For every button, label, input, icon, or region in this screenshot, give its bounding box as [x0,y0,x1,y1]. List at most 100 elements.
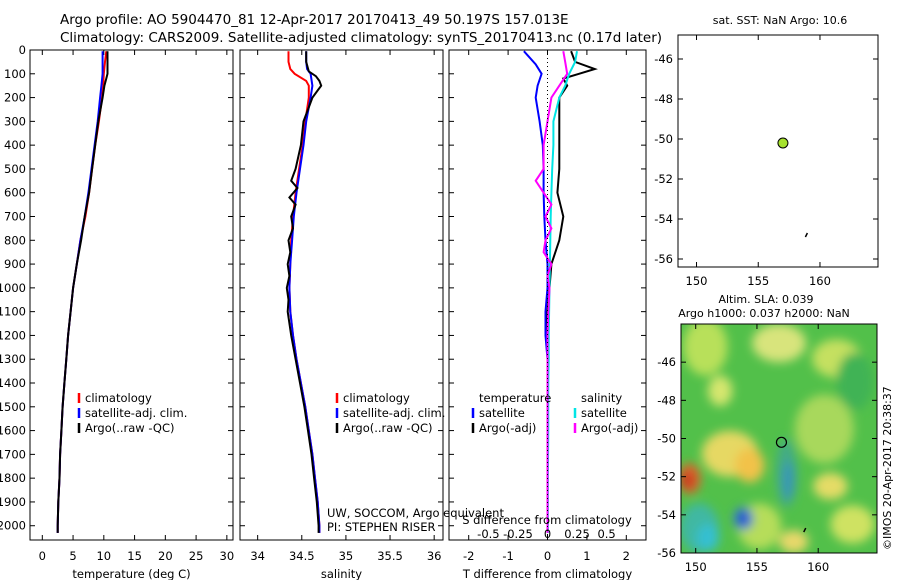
sst_map-ytick-label: -56 [654,252,673,266]
difference-sxtick-label: 0.25 [564,527,590,541]
sla_map-xtick-label: 160 [807,560,829,574]
depth-tick-label: 1900 [0,495,26,509]
depth-tick-label: 200 [4,91,26,105]
sla-heatmap-cell-13 [830,505,875,544]
sla_map-xtick-label: 155 [746,560,768,574]
difference-series-0 [523,50,549,533]
sla_map-ytick-label: -50 [657,432,676,446]
temperature-xtick-label: 30 [220,549,235,563]
difference-profile-panel: -2 -1 0 1 2 T difference from climatology -0.5… [448,49,647,580]
difference-sxtick-label: 0 [544,527,551,541]
temperature-xtick-label: 20 [158,549,173,563]
depth-tick-label: 2000 [0,519,26,533]
depth-tick-label: 1500 [0,400,26,414]
sst_map-frame [677,34,879,268]
sla_map-ytick-label: -52 [657,470,676,484]
salinity-xtick-label: 34 [250,549,265,563]
sst-small-mark [804,232,809,238]
sla_map-ytick-label: -48 [657,393,676,407]
sla-heatmap-cell-3 [707,375,733,407]
sla-heatmap-cell-5 [836,352,874,410]
sst_map-xtick-label: 155 [747,274,769,288]
difference-sxtick-label: -0.25 [503,527,533,541]
salinity-legend-label: satellite-adj. clim. [343,406,445,420]
difference-temperature-legend-label: Argo(-adj) [479,421,536,435]
depth-tick-label: 1800 [0,471,26,485]
difference-xtick-label: 2 [623,549,630,563]
sst-float-marker [777,137,789,149]
sst_map-xtick-label: 150 [686,274,708,288]
temperature-xtick-label: 15 [127,549,142,563]
salinity-legend-label: climatology [343,391,410,405]
depth-tick-label: 1000 [0,281,26,295]
sla-heatmap-cell-7 [734,448,765,483]
sla-small-mark [803,527,807,533]
difference-xtick-label: 1 [583,549,590,563]
salinity-series-group [285,51,323,533]
sla-heatmap-cell-0 [683,324,728,376]
sst_map-ytick-label: -48 [654,92,673,106]
sla-heatmap-cell-16 [696,524,719,552]
sla-heatmap-cell-12 [813,472,848,500]
difference-xtick-label: -1 [502,549,513,563]
temperature-legend-label: Argo(..raw -QC) [85,421,175,435]
sst-title: sat. SST: NaN Argo: 10.6 [713,14,847,27]
sst_map-ytick-label: -54 [654,212,673,226]
sla-float-marker [775,436,788,448]
difference-sxtick-label: -0.5 [477,527,499,541]
sla_map-ytick-label: -54 [657,508,676,522]
temperature-profile-panel: 0100200300400500600700800900100011001200… [0,43,234,580]
depth-tick-label: 1400 [0,376,26,390]
sla-heatmap-cell-4 [794,394,854,464]
pi-text: PI: STEPHEN RISER [327,520,436,534]
watermark-text: ©IMOS 20-Apr-2017 20:38:37 [881,386,894,550]
difference-series-group [523,50,598,533]
sla-title-line2: Argo h1000: 0.037 h2000: NaN [678,307,850,320]
figure-title-line1: Argo profile: AO 5904470_81 12-Apr-2017 … [60,12,569,28]
sla-heatmap-cell-11 [782,461,795,500]
salinity-profile-panel: 34 34.5 35 35.5 36 salinity climatologysatelli… [239,49,445,580]
salinity-xtick-label: 35.5 [377,549,403,563]
salinity-xtick-label: 34.5 [289,549,315,563]
depth-tick-label: 0 [19,43,26,57]
difference-salinity-legend-label: salinity [581,391,622,405]
depth-tick-label: 400 [4,138,26,152]
depth-tick-label: 1600 [0,424,26,438]
temperature-xtick-label: 0 [39,549,46,563]
temperature-xlabel: temperature (deg C) [72,567,190,580]
depth-tick-label: 600 [4,186,26,200]
sla_map-ytick-label: -56 [657,546,676,560]
depth-tick-label: 1300 [0,352,26,366]
figure-title-line2: Climatology: CARS2009. Satellite-adjuste… [60,30,662,46]
salinity-xlabel: salinity [321,567,362,580]
temperature-frame [29,49,234,541]
sla-heatmap-cell-9 [681,472,694,489]
temperature-legend-label: climatology [85,391,152,405]
temperature-xtick-label: 25 [189,549,204,563]
difference-series-1 [546,50,598,533]
difference-xlabel2: S difference from climatology [462,513,632,527]
temperature-series-1 [56,51,104,533]
depth-tick-label: 100 [4,67,26,81]
salinity-series-2 [285,51,323,533]
credit-text: UW, SOCCOM, Argo equivalent [327,506,504,520]
sla-heatmap-cell-18 [738,511,749,526]
depth-tick-label: 700 [4,210,26,224]
depth-tick-label: 1700 [0,447,26,461]
sla-heatmap-blobs [681,324,875,553]
difference-xtick-label: -2 [463,549,474,563]
sla-title-line1: Altim. SLA: 0.039 [718,293,813,306]
difference-sxtick-label: 0.5 [597,527,615,541]
temperature-xtick-label: 5 [69,549,76,563]
difference-xtick-label: 0 [544,549,551,563]
depth-tick-label: 1100 [0,305,26,319]
difference-salinity-legend-label: Argo(-adj) [581,421,638,435]
sst_map-ytick-label: -46 [654,52,673,66]
depth-tick-label: 1200 [0,328,26,342]
sst_map-xtick-label: 160 [809,274,831,288]
sst_map-ytick-label: -52 [654,172,673,186]
temperature-legend-label: satellite-adj. clim. [85,406,187,420]
depth-tick-label: 500 [4,162,26,176]
depth-tick-label: 900 [4,257,26,271]
sst_map-ytick-label: -50 [654,132,673,146]
